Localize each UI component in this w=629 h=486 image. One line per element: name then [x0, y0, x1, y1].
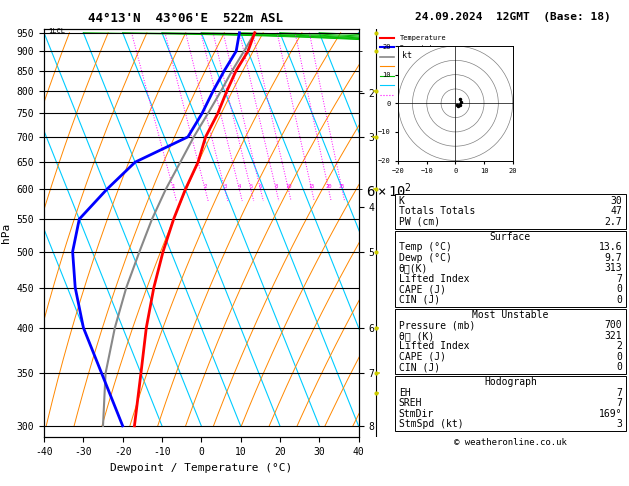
Text: 5: 5 [249, 185, 252, 190]
Text: 13.6: 13.6 [599, 243, 622, 252]
Text: 10: 10 [285, 185, 292, 190]
Text: 8: 8 [274, 185, 277, 190]
Text: 7: 7 [616, 388, 622, 398]
Text: SREH: SREH [399, 399, 422, 408]
Text: 700: 700 [604, 320, 622, 330]
Text: 44°13'N  43°06'E  522m ASL: 44°13'N 43°06'E 522m ASL [88, 12, 283, 25]
Legend: Temperature, Dewpoint, Parcel Trajectory, Dry Adiabat, Wet Adiabat, Isotherm, Mi: Temperature, Dewpoint, Parcel Trajectory… [377, 33, 474, 101]
Text: StmDir: StmDir [399, 409, 434, 419]
Text: K: K [399, 196, 404, 206]
Text: 15: 15 [308, 185, 315, 190]
Text: 0: 0 [616, 284, 622, 294]
Text: CAPE (J): CAPE (J) [399, 352, 446, 362]
Text: 2: 2 [616, 341, 622, 351]
X-axis label: Dewpoint / Temperature (°C): Dewpoint / Temperature (°C) [110, 463, 292, 473]
Text: PW (cm): PW (cm) [399, 217, 440, 226]
Text: 3: 3 [223, 185, 226, 190]
Text: CIN (J): CIN (J) [399, 295, 440, 305]
Text: Lifted Index: Lifted Index [399, 341, 469, 351]
Y-axis label: km
ASL: km ASL [423, 233, 440, 255]
Text: 0: 0 [616, 295, 622, 305]
Text: 2: 2 [204, 185, 207, 190]
Text: 30: 30 [610, 196, 622, 206]
Text: Lifted Index: Lifted Index [399, 274, 469, 284]
Text: 25: 25 [339, 185, 345, 190]
Text: Dewp (°C): Dewp (°C) [399, 253, 452, 263]
Text: 0: 0 [616, 352, 622, 362]
Text: 7: 7 [616, 274, 622, 284]
Text: 20: 20 [325, 185, 332, 190]
Text: kt: kt [401, 51, 411, 60]
Text: 3: 3 [616, 419, 622, 429]
Text: Pressure (mb): Pressure (mb) [399, 320, 475, 330]
Text: Hodograph: Hodograph [484, 378, 537, 387]
Text: Surface: Surface [490, 232, 531, 242]
Text: 9.7: 9.7 [604, 253, 622, 263]
Text: 321: 321 [604, 331, 622, 341]
Text: 169°: 169° [599, 409, 622, 419]
Y-axis label: hPa: hPa [1, 223, 11, 243]
Text: Most Unstable: Most Unstable [472, 310, 548, 320]
Text: 6: 6 [259, 185, 262, 190]
Text: 4: 4 [238, 185, 241, 190]
Text: 1: 1 [172, 185, 175, 190]
Text: θᴇ (K): θᴇ (K) [399, 331, 434, 341]
Text: CIN (J): CIN (J) [399, 362, 440, 372]
Text: EH: EH [399, 388, 411, 398]
Text: 0: 0 [616, 362, 622, 372]
Text: 1LCL: 1LCL [48, 28, 65, 34]
Text: CAPE (J): CAPE (J) [399, 284, 446, 294]
Text: StmSpd (kt): StmSpd (kt) [399, 419, 464, 429]
Text: 2.7: 2.7 [604, 217, 622, 226]
Text: θᴇ(K): θᴇ(K) [399, 263, 428, 273]
Text: © weatheronline.co.uk: © weatheronline.co.uk [454, 437, 567, 447]
Text: 47: 47 [610, 206, 622, 216]
Text: 313: 313 [604, 263, 622, 273]
Text: Temp (°C): Temp (°C) [399, 243, 452, 252]
Text: 7: 7 [616, 399, 622, 408]
Text: Totals Totals: Totals Totals [399, 206, 475, 216]
Text: 24.09.2024  12GMT  (Base: 18): 24.09.2024 12GMT (Base: 18) [415, 12, 611, 22]
